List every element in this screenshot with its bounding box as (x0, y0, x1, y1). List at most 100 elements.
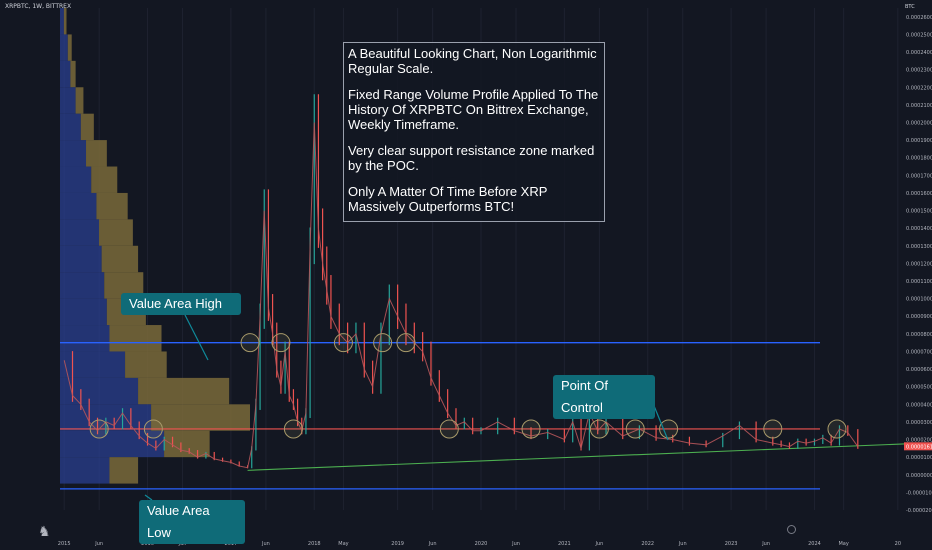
highlight-circle (89, 419, 109, 439)
highlight-circle (283, 419, 303, 439)
profile-bar-up (60, 272, 105, 299)
price-line (63, 122, 859, 469)
x-tick-label: Jun (678, 541, 687, 547)
profile-bar-down (109, 457, 139, 484)
profile-bar-up (60, 351, 126, 378)
info-icon[interactable] (787, 525, 796, 534)
profile-bar-down (86, 140, 107, 167)
profile-bar-up (60, 166, 92, 193)
note-line-3: Very clear support resistance zone marke… (348, 143, 595, 173)
highlight-circle (439, 419, 459, 439)
x-tick-label: Jun (261, 541, 270, 547)
highlight-circle (143, 419, 163, 439)
x-tick-label: 2018 (308, 541, 321, 547)
profile-bar-down (67, 34, 72, 61)
profile-bar-up (60, 219, 100, 246)
x-tick-label: 2022 (641, 541, 654, 547)
value-area-high-callout[interactable]: Value Area High (121, 293, 241, 315)
profile-bar-down (109, 325, 162, 352)
profile-bar-down (75, 87, 84, 114)
profile-bar-down (125, 351, 167, 378)
x-tick-label: 2015 (58, 541, 71, 547)
profile-bar-down (70, 60, 76, 88)
x-tick-label: 2016 (141, 541, 154, 547)
highlight-circle (333, 333, 353, 353)
profile-bar-up (60, 325, 110, 352)
highlight-circle (625, 419, 645, 439)
x-tick-label: May (338, 541, 348, 547)
x-tick-label: May (838, 541, 848, 547)
x-tick-label: Jun (94, 541, 103, 547)
x-tick-label: 2021 (558, 541, 571, 547)
profile-bar-down (138, 377, 230, 405)
highlight-circle (763, 419, 783, 439)
highlight-circle (240, 333, 260, 353)
value-area-high-pointer (184, 314, 209, 361)
x-tick-label: 2023 (725, 541, 738, 547)
highlight-circle (373, 333, 393, 353)
note-line-1: A Beautiful Looking Chart, Non Logarithm… (348, 46, 597, 76)
x-tick-label: 2024 (808, 541, 821, 547)
x-tick-label: Jun (761, 541, 770, 547)
profile-bar-down (80, 113, 94, 141)
highlight-circle (521, 419, 541, 439)
y-tick-label: 0.00000000 (906, 473, 932, 479)
volume-profile (60, 8, 250, 484)
tradingview-logo-icon[interactable]: ♞ (38, 523, 51, 539)
price-series (63, 94, 859, 469)
profile-bar-up (60, 192, 97, 220)
x-tick-label: 2017 (225, 541, 238, 547)
x-tick-label: 2020 (475, 541, 488, 547)
highlight-circle (589, 419, 609, 439)
profile-bar-up (60, 457, 110, 484)
point-of-control-callout[interactable]: Point Of Control (553, 375, 655, 419)
last-price-badge (904, 442, 932, 451)
value-area-low-pointer (144, 494, 153, 501)
highlight-circle (271, 333, 291, 353)
profile-bar-up (60, 34, 68, 61)
profile-bar-down (63, 8, 67, 35)
x-tick-label: Jun (594, 541, 603, 547)
profile-bar-up (60, 60, 71, 88)
x-tick-label: Jun (428, 541, 437, 547)
value-area-low-callout[interactable]: Value Area Low (139, 500, 245, 544)
profile-bar-up (60, 87, 76, 114)
note-line-2: Fixed Range Volume Profile Applied To Th… (348, 87, 599, 132)
trend-line (247, 443, 913, 471)
profile-bar-down (96, 192, 128, 220)
profile-bar-up (60, 298, 107, 326)
highlight-circle (827, 419, 847, 439)
last-price-label: 0.00001616 (906, 444, 932, 450)
profile-bar-down (99, 219, 133, 246)
profile-bar-down (101, 245, 139, 273)
profile-bar-up (60, 140, 87, 167)
